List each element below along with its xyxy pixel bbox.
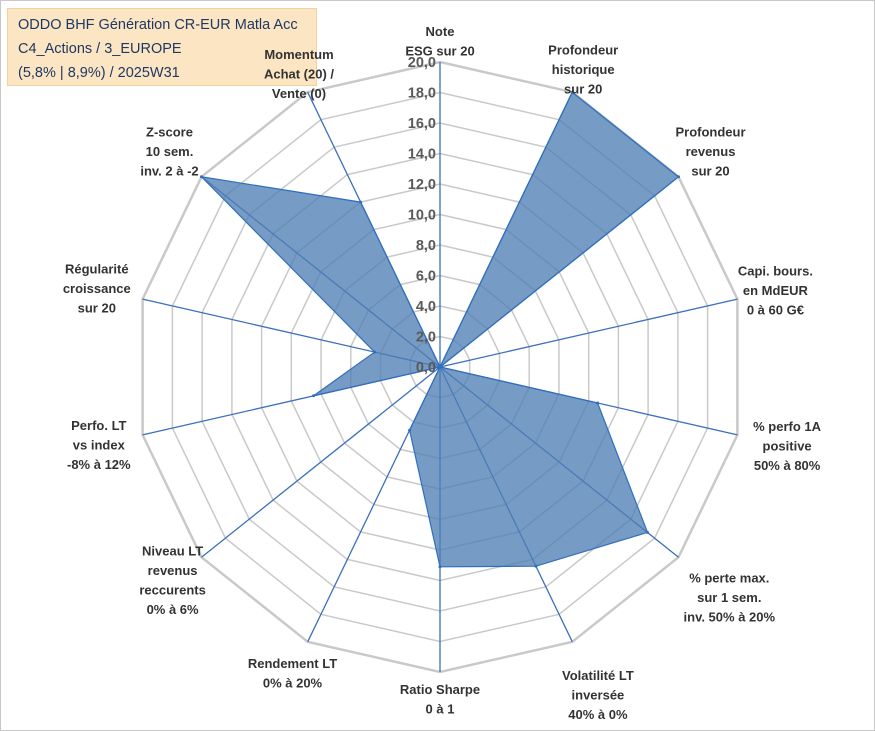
data-point bbox=[677, 175, 680, 179]
data-point bbox=[373, 350, 377, 354]
axis-label: Momentum Achat (20) / Vente (0) bbox=[264, 47, 334, 101]
axis-label-line: sur 20 bbox=[691, 163, 729, 178]
axis-label-line: Profondeur bbox=[675, 124, 745, 139]
data-point bbox=[646, 530, 649, 534]
axis-label-line: revenus bbox=[686, 144, 736, 159]
data-point bbox=[408, 428, 412, 432]
axis-label-line: Z-score bbox=[146, 124, 193, 139]
chart-title-category: C4_Actions / 3_EUROPE bbox=[18, 41, 182, 57]
axis-label: Perfo. LT vs index -8% à 12% bbox=[67, 418, 131, 472]
axis-label-line: reccurents bbox=[139, 583, 205, 598]
chart-title-box: ODDO BHF Génération CR-EUR Matla Acc C4_… bbox=[7, 8, 317, 86]
data-point bbox=[359, 200, 363, 204]
axis-label-line: 0 à 1 bbox=[426, 701, 455, 716]
tick-label: 6,0 bbox=[416, 269, 436, 285]
axis-spoke bbox=[201, 366, 441, 558]
radar-axis-labels: Note ESG sur 20 Profondeur historique sur 20… bbox=[63, 24, 822, 722]
axis-label-line: ESG sur 20 bbox=[405, 43, 474, 58]
tick-label: 18,0 bbox=[408, 86, 436, 102]
tick-label: 8,0 bbox=[416, 238, 436, 254]
axis-label-line: Rendement LT bbox=[248, 656, 337, 671]
radar-series bbox=[199, 90, 680, 569]
axis-label-line: Achat (20) / bbox=[264, 67, 334, 82]
axis-label-line: % perfo 1A bbox=[753, 419, 822, 434]
axis-label-line: croissance bbox=[63, 281, 131, 296]
axis-label-line: Capi. bours. bbox=[738, 264, 813, 279]
axis-spoke bbox=[439, 298, 738, 368]
axis-label-line: Niveau LT bbox=[142, 544, 203, 559]
axis-label-line: Profondeur bbox=[548, 43, 618, 58]
axis-label-line: Vente (0) bbox=[272, 86, 326, 101]
axis-label-line: inversée bbox=[572, 688, 625, 703]
axis-label: Rendement LT 0% à 20% bbox=[248, 656, 337, 691]
tick-label: 10,0 bbox=[408, 208, 436, 224]
tick-label: 4,0 bbox=[416, 299, 436, 315]
chart-title-fund: ODDO BHF Génération CR-EUR Matla Acc bbox=[18, 17, 298, 33]
radar-tick-labels: 0,0 2,0 4,0 6,0 8,0 10,0 12,0 14,0 16,0 18,0 20,0 bbox=[408, 55, 436, 376]
data-point bbox=[200, 175, 203, 179]
data-point bbox=[570, 90, 574, 94]
axis-label: Note ESG sur 20 bbox=[405, 24, 474, 59]
tick-label: 0,0 bbox=[416, 360, 436, 376]
axis-label: Z-score 10 sem. inv. 2 à -2 bbox=[140, 124, 198, 178]
axis-label: Volatilité LT inversée 40% à 0% bbox=[562, 668, 634, 722]
data-point bbox=[438, 365, 442, 369]
axis-label-line: 10 sem. bbox=[146, 144, 194, 159]
axis-label-line: % perte max. bbox=[689, 571, 769, 586]
tick-label: 12,0 bbox=[408, 177, 436, 193]
axis-label-line: Régularité bbox=[65, 262, 129, 277]
axis-label: Niveau LT revenus reccurents 0% à 6% bbox=[139, 544, 205, 618]
tick-label: 14,0 bbox=[408, 147, 436, 163]
axis-label: Capi. bours. en MdEUR 0 à 60 G€ bbox=[738, 264, 813, 318]
tick-label: 2,0 bbox=[416, 330, 436, 346]
tick-label: 16,0 bbox=[408, 116, 436, 132]
axis-label-line: inv. 2 à -2 bbox=[140, 163, 198, 178]
axis-label-line: Momentum bbox=[264, 47, 333, 62]
axis-label-line: 0% à 6% bbox=[147, 602, 199, 617]
axis-label-line: inv. 50% à 20% bbox=[684, 610, 776, 625]
chart-title-period: (5,8% | 8,9%) / 2025W31 bbox=[18, 65, 180, 81]
tick-label: 20,0 bbox=[408, 55, 436, 71]
axis-label-line: Note bbox=[426, 24, 455, 39]
data-point bbox=[534, 564, 538, 568]
axis-label-line: 50% à 80% bbox=[754, 458, 821, 473]
axis-label-line: Perfo. LT bbox=[71, 418, 126, 433]
axis-label-line: Ratio Sharpe bbox=[400, 682, 480, 697]
axis-label-line: vs index bbox=[73, 437, 126, 452]
axis-label-line: positive bbox=[763, 439, 812, 454]
axis-label-line: revenus bbox=[148, 563, 198, 578]
axis-label-line: sur 1 sem. bbox=[697, 590, 761, 605]
data-point bbox=[438, 565, 442, 569]
axis-label-line: 0% à 20% bbox=[263, 676, 323, 691]
axis-label: % perte max. sur 1 sem. inv. 50% à 20% bbox=[684, 571, 776, 625]
axis-label-line: 0 à 60 G€ bbox=[747, 303, 804, 318]
axis-label-line: sur 20 bbox=[564, 82, 602, 97]
axis-label: Ratio Sharpe 0 à 1 bbox=[400, 682, 480, 717]
axis-label-line: en MdEUR bbox=[743, 283, 809, 298]
axis-label: Régularité croissance sur 20 bbox=[63, 262, 131, 316]
data-point bbox=[596, 401, 600, 405]
axis-label: Profondeur historique sur 20 bbox=[548, 43, 618, 97]
axis-label-line: historique bbox=[552, 62, 615, 77]
axis-label: Profondeur revenus sur 20 bbox=[675, 124, 745, 178]
axis-label-line: -8% à 12% bbox=[67, 457, 131, 472]
axis-label-line: Volatilité LT bbox=[562, 668, 634, 683]
axis-label-line: sur 20 bbox=[78, 301, 116, 316]
axis-label: % perfo 1A positive 50% à 80% bbox=[753, 419, 822, 473]
data-point bbox=[312, 394, 316, 398]
axis-label-line: 40% à 0% bbox=[568, 707, 628, 722]
